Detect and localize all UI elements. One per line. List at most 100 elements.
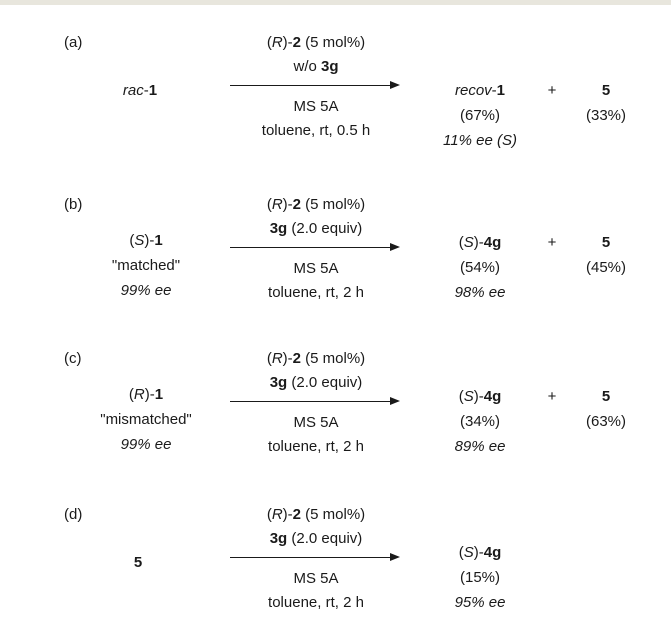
text-segment: toluene, rt, 0.5 h [261,122,371,139]
byproduct-line: (33%) [586,107,626,125]
product-line: (15%) [460,569,500,587]
text-segment: ( [129,232,135,249]
condition-below: MS 5A [293,570,338,588]
product-line: 89% ee [455,438,506,456]
text-segment: 4g [483,234,502,251]
text-segment: S [134,232,145,249]
text-segment: 5 [133,554,143,571]
text-segment: S [463,388,474,405]
condition-above: (R)-2 (5 mol%) [267,34,365,52]
condition-above: (R)-2 (5 mol%) [267,350,365,368]
text-segment: 1 [154,232,163,249]
text-segment: 5 [601,388,611,405]
substrate-line: rac-1 [123,82,157,100]
text-segment: MS 5A [293,414,339,431]
arrow-shaft [230,247,392,249]
scheme-label: (a) [64,34,83,51]
scheme-d: (d) (R)-2 (5 mol%) 3g (2.0 equiv) MS 5A tolu… [0,502,671,642]
text-segment: 4g [483,388,502,405]
condition-below: MS 5A [293,98,338,116]
condition-below: toluene, rt, 2 h [268,594,364,612]
product-line: 11% ee (S) [443,132,517,150]
text-segment: "matched" [111,257,181,274]
plus-sign: + [547,388,557,405]
scheme-a: (a) (R)-2 (5 mol%) w/o 3g MS 5A toluene, rt,… [0,30,671,170]
text-segment: ( [266,34,272,51]
text-segment: 99% ee [120,282,172,299]
scheme-label: (b) [64,196,83,213]
condition-below: MS 5A [293,260,338,278]
text-segment: R [271,350,283,367]
text-segment: 2 [292,34,301,51]
plus-sign: + [547,82,557,99]
product-line: (67%) [460,107,500,125]
condition-below: toluene, rt, 2 h [268,438,364,456]
scheme-c: (c) (R)-2 (5 mol%) 3g (2.0 equiv) MS 5A tolu… [0,346,671,486]
product-line: (34%) [460,413,500,431]
text-segment: 99% ee [120,436,172,453]
text-segment: (33%) [585,107,627,124]
product-line: (S)-4g [459,234,502,252]
reaction-arrow [230,243,400,253]
plus-sign: + [547,234,557,251]
text-segment: )- [473,234,484,251]
text-segment: 3g [269,220,288,237]
text-segment: )- [144,232,155,249]
product-line: 95% ee [455,594,506,612]
text-segment: 5 [601,82,611,99]
arrow-head [390,553,400,561]
text-segment: )- [282,34,293,51]
text-segment: R [271,506,283,523]
text-segment: MS 5A [293,570,339,587]
substrate-line: 99% ee [121,282,172,300]
text-segment: (2.0 equiv) [287,374,363,391]
text-segment: 2 [292,196,301,213]
text-segment: ( [128,386,134,403]
text-segment: rac [122,82,144,99]
text-segment: (67%) [459,107,501,124]
reaction-arrow [230,397,400,407]
condition-above: (R)-2 (5 mol%) [267,506,365,524]
text-segment: (2.0 equiv) [287,220,363,237]
text-segment: S [463,234,474,251]
arrow-head [390,243,400,251]
text-segment: toluene, rt, 2 h [268,284,364,301]
text-segment: 2 [292,506,301,523]
condition-below: toluene, rt, 2 h [268,284,364,302]
text-segment: )- [473,544,484,561]
text-segment: ( [266,350,272,367]
product-line: recov-1 [455,82,505,100]
substrate-line: "mismatched" [100,411,192,429]
text-segment: 11% ee (S) [443,132,517,149]
condition-above: w/o 3g [293,58,338,76]
product-line: (S)-4g [459,544,502,562]
text-segment: (5 mol%) [301,34,366,51]
text-segment: toluene, rt, 2 h [268,594,364,611]
condition-above: 3g (2.0 equiv) [270,374,363,392]
text-segment: (5 mol%) [301,196,366,213]
text-segment: 3g [321,58,339,75]
substrate-line: 99% ee [121,436,172,454]
text-segment: (34%) [459,413,501,430]
text-segment: 3g [269,374,288,391]
text-segment: (15%) [459,569,501,586]
text-segment: 98% ee [454,284,506,301]
text-segment: 2 [292,350,301,367]
byproduct-line: 5 [602,388,610,406]
text-segment: )- [282,350,293,367]
text-segment: (45%) [585,259,627,276]
substrate-line: (R)-1 [129,386,163,404]
product-line: (54%) [460,259,500,277]
text-segment: )- [282,196,293,213]
substrate-line: "matched" [112,257,180,275]
condition-above: 3g (2.0 equiv) [270,530,363,548]
text-segment: 1 [148,82,158,99]
condition-above: 3g (2.0 equiv) [270,220,363,238]
substrate-line: 5 [134,554,142,572]
text-segment: (63%) [585,413,627,430]
text-segment: - [143,82,149,99]
text-segment: ( [458,234,464,251]
text-segment: 95% ee [454,594,506,611]
text-segment: recov [454,82,492,99]
text-segment: )- [144,386,155,403]
